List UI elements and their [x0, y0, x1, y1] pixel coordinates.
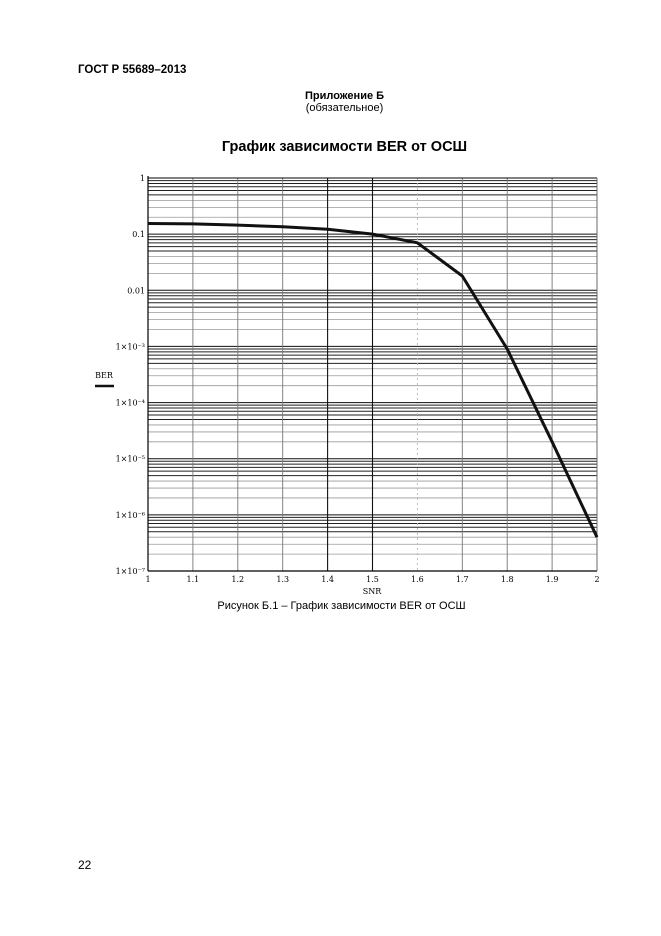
- x-tick-label: 1.5: [366, 575, 379, 584]
- figure-caption: Рисунок Б.1 – График зависимости BER от …: [217, 600, 466, 612]
- x-tick-label: 2: [594, 575, 599, 584]
- y-tick-label: 0.1: [132, 230, 145, 239]
- appendix-heading: Приложение Б (обязательное): [0, 90, 661, 114]
- y-axis-label: BER: [95, 371, 114, 380]
- y-tick-label: 1×10⁻⁵: [116, 455, 145, 464]
- page-number: 22: [78, 858, 92, 872]
- x-tick-label: 1.1: [187, 575, 200, 584]
- x-tick-label: 1.4: [321, 575, 334, 584]
- document-code: ГОСТ Р 55689–2013: [78, 64, 187, 76]
- appendix-title: Приложение Б: [304, 90, 385, 102]
- y-tick-label: 0.01: [127, 286, 145, 295]
- chart-grid: [147, 178, 598, 572]
- y-tick-label: 1: [140, 174, 145, 183]
- y-tick-label: 1×10⁻⁴: [116, 399, 145, 408]
- x-axis-label: SNR: [363, 587, 382, 596]
- y-axis-ticks: 1 0.1 0.01 1×10⁻³ 1×10⁻⁴ 1×10⁻⁵ 1×10⁻⁶ 1×10⁻⁷: [116, 174, 145, 576]
- x-axis-ticks: 1 1.1 1.2 1.3 1.4 1.5 1.6 1.7 1.8 1.9 2: [145, 575, 599, 584]
- y-tick-label: 1×10⁻⁶: [116, 511, 145, 520]
- chart-title: График зависимости BER от ОСШ: [221, 139, 468, 155]
- y-tick-label: 1×10⁻⁷: [116, 567, 145, 576]
- y-tick-label: 1×10⁻³: [116, 342, 145, 351]
- appendix-subtitle: (обязательное): [305, 102, 384, 114]
- x-tick-label: 1.9: [546, 575, 559, 584]
- chart-axes: [147, 176, 598, 572]
- x-tick-label: 1.3: [276, 575, 289, 584]
- x-tick-label: 1.2: [231, 575, 244, 584]
- x-tick-label: 1.7: [456, 575, 469, 584]
- x-tick-label: 1: [145, 575, 150, 584]
- x-tick-label: 1.6: [411, 575, 424, 584]
- ber-series-line: [147, 222, 599, 538]
- x-tick-label: 1.8: [501, 575, 514, 584]
